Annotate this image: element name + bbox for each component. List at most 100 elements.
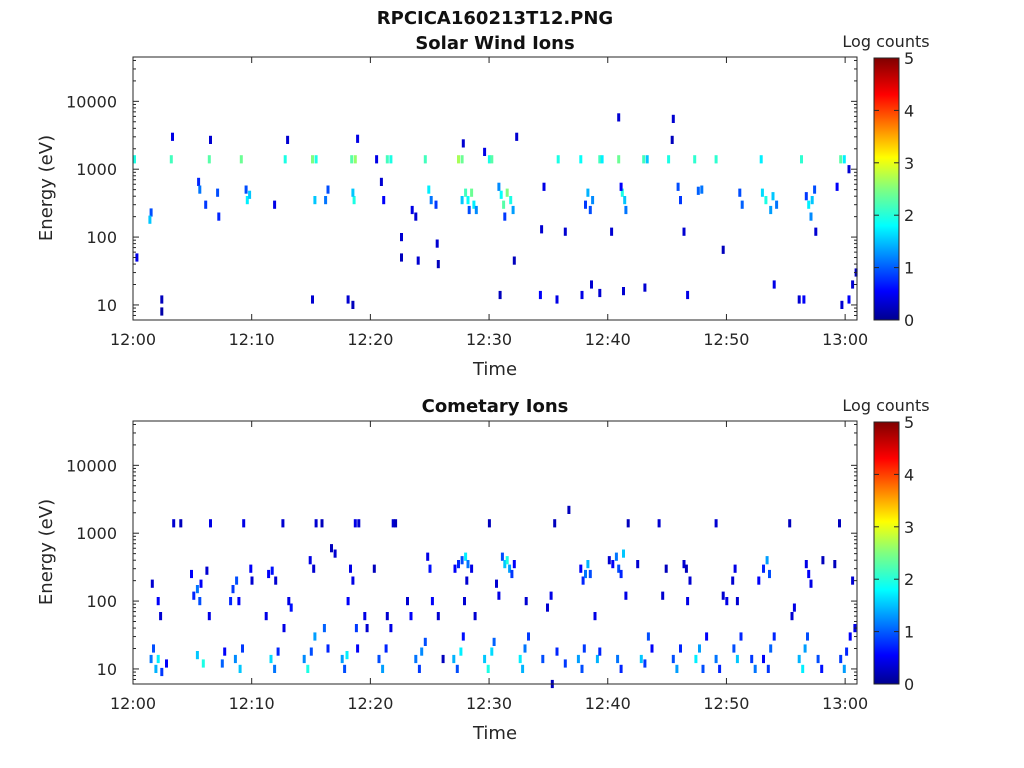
- heatmap-cell: [435, 239, 439, 248]
- heatmap-cell: [764, 196, 768, 205]
- heatmap-cell: [320, 519, 324, 528]
- heatmap-cell: [598, 155, 602, 164]
- heatmap-cell: [619, 569, 623, 579]
- heatmap-cell: [769, 205, 773, 215]
- heatmap-cell: [375, 155, 379, 164]
- heatmap-cell: [464, 188, 468, 197]
- heatmap-cell: [721, 591, 725, 600]
- heatmap-cell: [311, 155, 314, 164]
- heatmap-cell: [201, 659, 205, 668]
- heatmap-cell: [851, 280, 855, 289]
- heatmap-cell: [346, 597, 350, 606]
- heatmap-cell: [800, 155, 803, 164]
- heatmap-cell: [356, 134, 360, 143]
- heatmap-cell: [286, 135, 290, 144]
- heatmap-cell: [235, 576, 239, 585]
- heatmap-cell: [586, 560, 590, 569]
- y-axis-label: Energy (eV): [36, 499, 57, 605]
- heatmap-cell: [470, 564, 474, 573]
- heatmap-cell: [682, 227, 686, 236]
- heatmap-cell: [684, 564, 688, 573]
- heatmap-cell: [322, 624, 326, 633]
- heatmap-cell: [595, 654, 599, 664]
- heatmap-cell: [464, 552, 468, 561]
- heatmap-cell: [807, 569, 811, 579]
- heatmap-cell: [229, 597, 233, 606]
- heatmap-cell: [400, 253, 403, 262]
- heatmap-cell: [497, 591, 501, 600]
- heatmap-cell: [839, 155, 843, 164]
- heatmap-cell: [154, 664, 158, 673]
- heatmap-cell: [590, 280, 593, 289]
- heatmap-cell: [714, 519, 718, 528]
- heatmap-cell: [503, 560, 507, 569]
- heatmap-cell: [542, 182, 546, 191]
- heatmap-cell: [429, 196, 433, 205]
- heatmap-cell: [591, 196, 595, 205]
- heatmap-cell: [400, 233, 403, 242]
- heatmap-cell: [567, 505, 571, 514]
- heatmap-cell: [436, 260, 440, 269]
- heatmap-cell: [518, 654, 522, 664]
- heatmap-cell: [333, 549, 337, 558]
- heatmap-cell: [453, 564, 457, 573]
- heatmap-cell: [423, 155, 427, 164]
- heatmap-cell: [694, 654, 698, 664]
- heatmap-cell: [851, 576, 855, 585]
- heatmap-cell: [769, 644, 773, 653]
- heatmap-cell: [797, 654, 801, 664]
- heatmap-cell: [607, 556, 611, 565]
- heatmap-cell: [436, 612, 440, 621]
- heatmap-cell: [324, 196, 328, 205]
- heatmap-cell: [842, 664, 846, 673]
- heatmap-cell: [503, 212, 507, 221]
- heatmap-cell: [346, 295, 350, 304]
- heatmap-cell: [349, 564, 352, 573]
- heatmap-cell: [622, 287, 625, 296]
- heatmap-cell: [671, 114, 675, 123]
- heatmap-cell: [416, 256, 420, 265]
- x-axis-label: Time: [472, 723, 517, 744]
- heatmap-cell: [385, 612, 389, 621]
- colorbar-gradient: [873, 421, 900, 685]
- heatmap-cell: [540, 225, 544, 234]
- heatmap-cell: [441, 654, 445, 664]
- heatmap-cell: [354, 624, 358, 633]
- colorbar-tick-label: 5: [904, 413, 914, 432]
- heatmap-cell: [816, 654, 820, 664]
- heatmap-cell: [626, 519, 630, 528]
- heatmap-cell: [714, 654, 718, 664]
- heatmap-cell: [847, 165, 851, 174]
- heatmap-cell: [509, 196, 513, 205]
- heatmap-cell: [731, 576, 735, 585]
- heatmap-cell: [696, 186, 700, 195]
- heatmap-cell: [195, 585, 199, 594]
- heatmap-cell: [281, 519, 285, 528]
- heatmap-cell: [467, 205, 471, 215]
- heatmap-cell: [420, 647, 424, 656]
- heatmap-cell: [772, 632, 776, 641]
- heatmap-cell: [598, 288, 602, 298]
- heatmap-cell: [326, 185, 330, 194]
- heatmap-cell: [804, 560, 808, 569]
- y-axis: 10 100 1000 10000: [66, 423, 857, 685]
- heatmap-cell: [765, 556, 769, 565]
- heatmap-cell: [807, 200, 811, 209]
- heatmap-cell: [576, 654, 580, 664]
- colorbar-ticks: 0 1 2 3 4 5: [874, 413, 914, 694]
- heatmap-cell: [563, 659, 567, 668]
- heatmap-cell: [814, 227, 818, 236]
- heatmap-cell: [389, 624, 393, 633]
- heatmap-cell: [231, 585, 235, 594]
- x-tick-label: 12:50: [703, 330, 749, 349]
- heatmap-cell: [244, 185, 248, 194]
- heatmap-cell: [620, 188, 624, 197]
- x-axis: 12:00 12:10 12:20 12:30 12:40 12:50 13:00: [110, 57, 868, 349]
- heatmap-cell: [563, 227, 567, 236]
- heatmap-cell: [470, 188, 474, 197]
- heatmap-cell: [238, 664, 242, 673]
- heatmap-cell: [847, 295, 851, 304]
- heatmap-cell: [248, 190, 252, 199]
- heatmap-cell: [365, 624, 369, 633]
- heatmap-cell: [643, 283, 647, 292]
